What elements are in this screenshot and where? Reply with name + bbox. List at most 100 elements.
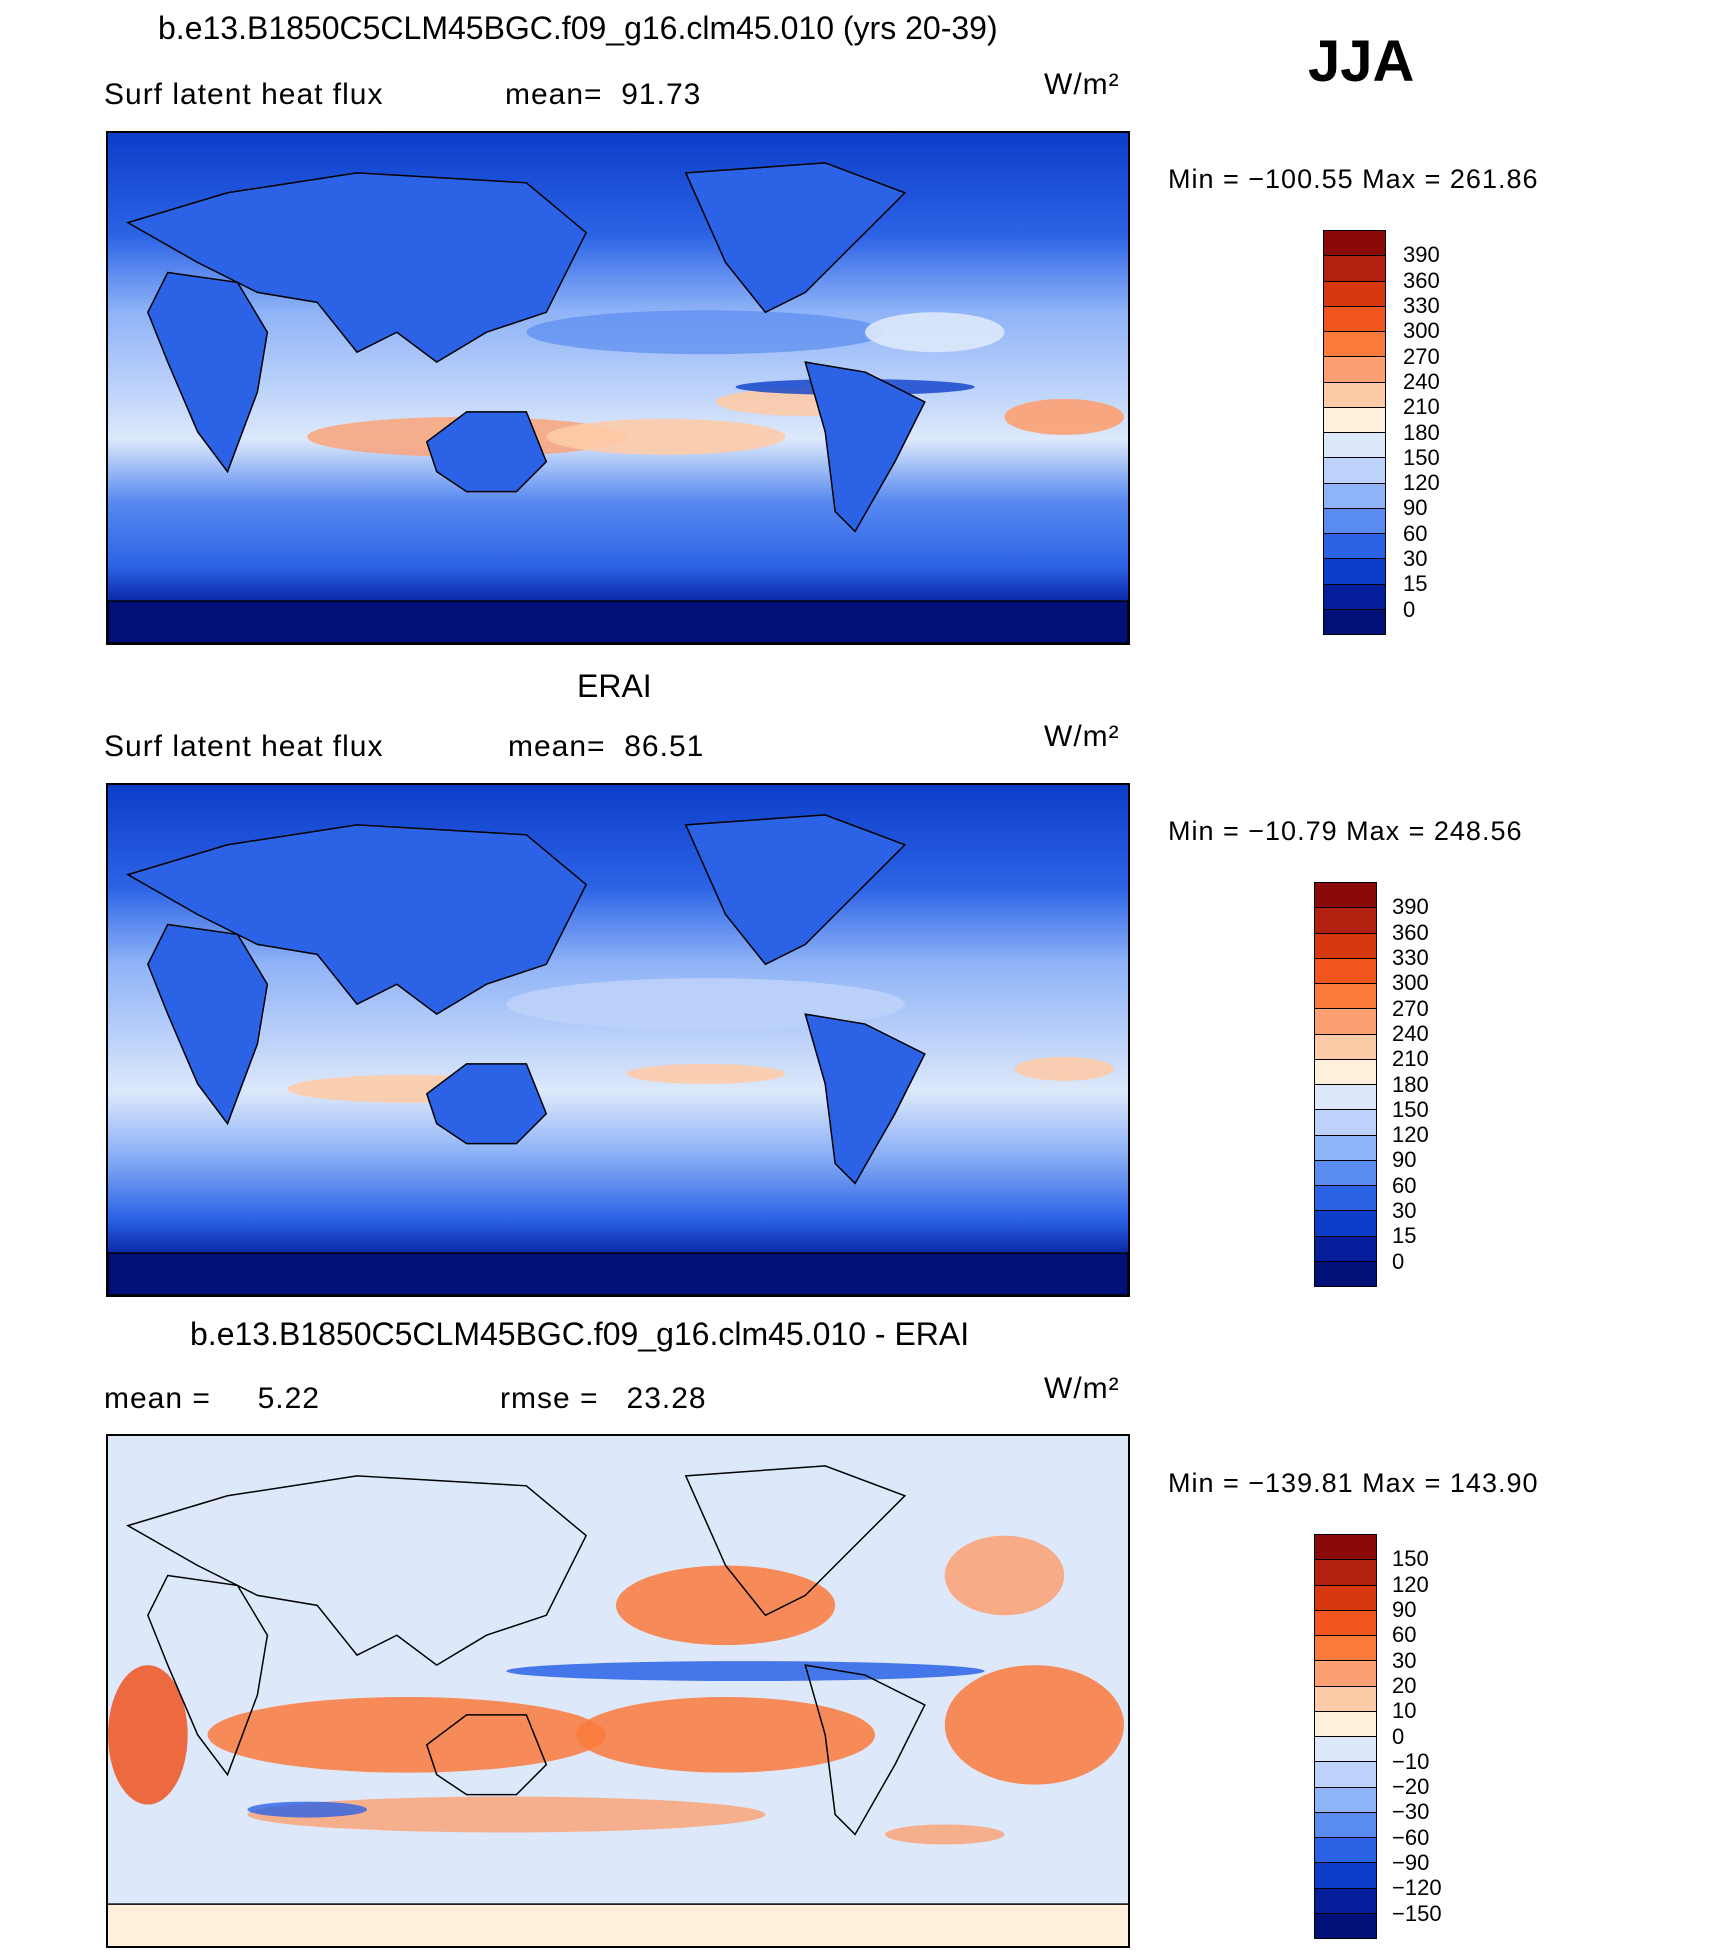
colorbar-tick-label: 300: [1392, 970, 1429, 996]
colorbar-tick-label: 60: [1403, 520, 1428, 546]
panel-2-min-max: Min = −10.79 Max = 248.56: [1168, 816, 1523, 846]
colorbar-swatch: [1324, 357, 1385, 383]
panel-1-units: W/m²: [1044, 68, 1120, 101]
colorbar-swatch: [1315, 1787, 1376, 1813]
colorbar-tick-label: 210: [1392, 1046, 1429, 1072]
colorbar-swatch: [1315, 1535, 1376, 1561]
colorbar-swatch: [1315, 1034, 1376, 1060]
colorbar-tick-label: 360: [1392, 919, 1429, 945]
colorbar-swatch: [1315, 1737, 1376, 1763]
colorbar-tick-label: 90: [1403, 495, 1428, 521]
colorbar-swatch: [1315, 1888, 1376, 1914]
colorbar-tick-label: 330: [1403, 292, 1440, 318]
panel-1-variable-label: Surf latent heat flux: [104, 78, 384, 111]
colorbar-swatch: [1315, 933, 1376, 959]
colorbar-swatch: [1315, 1610, 1376, 1636]
colorbar-swatch: [1315, 1009, 1376, 1035]
colorbar-tick-label: 0: [1403, 596, 1416, 622]
colorbar-tick-label: 360: [1403, 267, 1440, 293]
colorbar-swatch: [1324, 508, 1385, 534]
colorbar-tick-label: 300: [1403, 318, 1440, 344]
colorbar-tick-label: −10: [1392, 1748, 1430, 1774]
colorbar-swatch: [1315, 958, 1376, 984]
colorbar-swatch: [1324, 407, 1385, 433]
colorbar-swatch: [1315, 984, 1376, 1010]
colorbar-swatch: [1315, 1711, 1376, 1737]
colorbar-swatch: [1324, 609, 1385, 634]
panel-2-map: [106, 783, 1130, 1297]
colorbar-tick-label: −150: [1392, 1900, 1442, 1926]
panel-3-map: [106, 1434, 1130, 1948]
colorbar-swatch: [1324, 306, 1385, 332]
colorbar-tick-label: 270: [1392, 995, 1429, 1021]
panel-3-min-max: Min = −139.81 Max = 143.90: [1168, 1468, 1539, 1498]
colorbar-tick-label: 30: [1403, 546, 1428, 572]
colorbar-tick-label: 20: [1392, 1672, 1417, 1698]
colorbar-tick-label: 90: [1392, 1596, 1417, 1622]
colorbar-swatch: [1315, 1059, 1376, 1085]
colorbar-swatch: [1315, 1261, 1376, 1286]
colorbar-tick-label: 120: [1392, 1122, 1429, 1148]
colorbar-swatch: [1324, 332, 1385, 358]
colorbar-tick-label: 0: [1392, 1723, 1405, 1749]
colorbar-tick-label: 180: [1403, 419, 1440, 445]
colorbar-swatch: [1315, 1211, 1376, 1237]
colorbar-tick-label: −30: [1392, 1799, 1430, 1825]
colorbar-tick-label: 15: [1392, 1223, 1417, 1249]
colorbar-swatch: [1315, 1560, 1376, 1586]
panel-1-mean-value: mean= 91.73: [505, 78, 702, 111]
panel-3-mean-value: mean = 5.22: [104, 1382, 320, 1415]
colorbar-tick-label: 120: [1392, 1571, 1429, 1597]
colorbar-tick-label: 390: [1392, 894, 1429, 920]
colorbar-swatch: [1315, 1085, 1376, 1111]
colorbar-tick-label: 30: [1392, 1198, 1417, 1224]
colorbar-swatch: [1315, 1838, 1376, 1864]
colorbar-tick-label: 60: [1392, 1172, 1417, 1198]
colorbar-tick-label: 150: [1392, 1546, 1429, 1572]
colorbar-swatch: [1324, 433, 1385, 459]
colorbar-tick-label: 10: [1392, 1698, 1417, 1724]
colorbar-tick-label: 150: [1403, 444, 1440, 470]
panel-1-title: b.e13.B1850C5CLM45BGC.f09_g16.clm45.010 …: [158, 10, 998, 46]
colorbar-swatch: [1315, 1863, 1376, 1889]
colorbar-swatch: [1315, 1686, 1376, 1712]
panel-2-variable-label: Surf latent heat flux: [104, 730, 384, 763]
colorbar-swatch: [1315, 1762, 1376, 1788]
panel-1-map: [106, 131, 1130, 645]
colorbar-tick-label: 270: [1403, 343, 1440, 369]
colorbar-swatch: [1315, 1636, 1376, 1662]
panel-1-min-max: Min = −100.55 Max = 261.86: [1168, 164, 1539, 194]
panel-2-mean-value: mean= 86.51: [508, 730, 705, 763]
colorbar-tick-label: 120: [1403, 470, 1440, 496]
colorbar-swatch: [1324, 483, 1385, 509]
colorbar-tick-label: 15: [1403, 571, 1428, 597]
panel-2-colorbar-boxes: [1314, 882, 1377, 1287]
colorbar-tick-label: 150: [1392, 1096, 1429, 1122]
colorbar-swatch: [1324, 231, 1385, 257]
colorbar-tick-label: 90: [1392, 1147, 1417, 1173]
panel-2-title: ERAI: [577, 668, 652, 704]
colorbar-swatch: [1315, 1110, 1376, 1136]
colorbar-tick-label: 240: [1392, 1020, 1429, 1046]
panel-1-colorbar-boxes: [1323, 230, 1386, 635]
colorbar-swatch: [1315, 1236, 1376, 1262]
colorbar-swatch: [1315, 1913, 1376, 1938]
panel-2-units: W/m²: [1044, 720, 1120, 753]
panel-3-units: W/m²: [1044, 1372, 1120, 1405]
colorbar-swatch: [1315, 1160, 1376, 1186]
colorbar-tick-label: 30: [1392, 1647, 1417, 1673]
colorbar-swatch: [1315, 1186, 1376, 1212]
panel-3-rmse-value: rmse = 23.28: [500, 1382, 707, 1415]
colorbar-swatch: [1324, 584, 1385, 610]
colorbar-swatch: [1315, 883, 1376, 909]
colorbar-tick-label: 60: [1392, 1622, 1417, 1648]
colorbar-swatch: [1324, 458, 1385, 484]
colorbar-swatch: [1315, 1812, 1376, 1838]
season-label: JJA: [1308, 29, 1415, 94]
colorbar-swatch: [1324, 256, 1385, 282]
colorbar-swatch: [1324, 534, 1385, 560]
colorbar-swatch: [1315, 1661, 1376, 1687]
colorbar-tick-label: 210: [1403, 394, 1440, 420]
colorbar-tick-label: 240: [1403, 368, 1440, 394]
colorbar-swatch: [1315, 1585, 1376, 1611]
